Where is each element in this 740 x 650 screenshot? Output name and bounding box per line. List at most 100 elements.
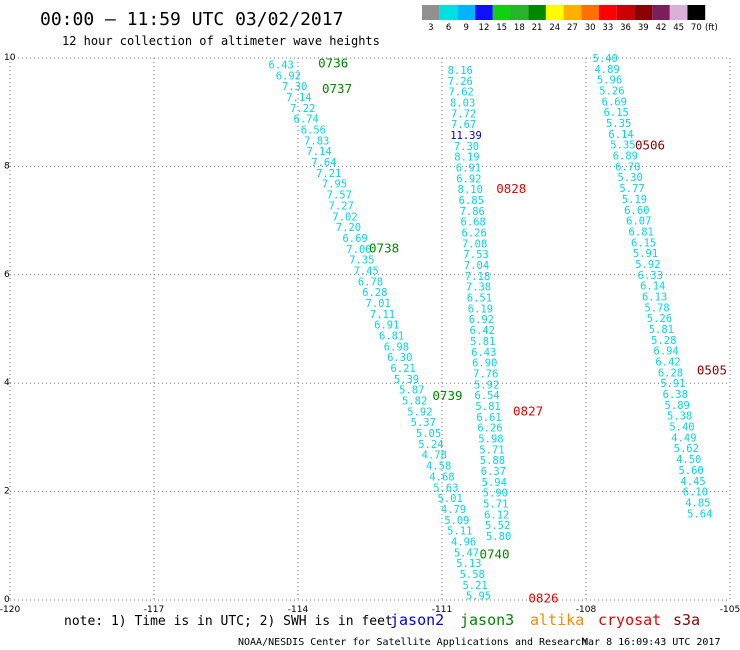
data-point: 5.40: [669, 422, 694, 434]
data-point: 5.81: [475, 401, 500, 413]
data-point: 7.18: [465, 271, 490, 283]
grid: [9, 57, 731, 601]
y-tick-label: 10: [4, 53, 16, 63]
data-point: 5.24: [418, 439, 443, 451]
data-point: 6.89: [613, 151, 638, 163]
data-point: 5.94: [482, 477, 507, 489]
data-point: 11.39: [450, 130, 482, 142]
data-point: 5.77: [619, 183, 644, 195]
data-point: 7.45: [354, 265, 379, 277]
legend-label: 33: [602, 23, 613, 33]
data-point: 7.62: [449, 87, 474, 99]
data-point: 7.21: [316, 168, 341, 180]
legend-label: 45: [673, 23, 684, 33]
data-point: 5.52: [485, 520, 510, 532]
data-point: 6.43: [269, 60, 294, 72]
data-point: 5.26: [599, 86, 624, 98]
data-point: 5.98: [478, 433, 503, 445]
legend-swatch: [616, 5, 635, 20]
data-point: 6.92: [456, 173, 481, 185]
data-point: 5.01: [438, 493, 463, 505]
data-point: 7.20: [336, 222, 361, 234]
data-point: 7.30: [454, 141, 479, 153]
data-point: 6.43: [471, 347, 496, 359]
legend-swatch: [687, 5, 706, 20]
data-point: 4.85: [685, 497, 710, 509]
x-tick-label: -108: [576, 605, 597, 615]
data-point: 5.38: [667, 411, 692, 423]
data-point: 7.11: [370, 309, 395, 321]
data-point: 7.67: [451, 119, 476, 131]
x-tick-label: -105: [720, 605, 740, 615]
data-point: 6.21: [390, 363, 415, 375]
data-point: 5.63: [433, 482, 458, 494]
data-point: 6.81: [629, 226, 654, 238]
data-point: 5.09: [444, 515, 469, 527]
data-point: 4.68: [429, 471, 454, 483]
y-tick-label: 0: [4, 595, 10, 605]
x-tick-label: -120: [0, 605, 20, 615]
legend-swatch: [563, 5, 582, 20]
data-point: 6.92: [276, 70, 301, 82]
time-label: 0827: [513, 403, 543, 418]
data-point: 6.12: [484, 509, 509, 521]
time-labels: 0736 0737 0738 0739 0740 0828 0827 0826 0506 0505…: [318, 55, 727, 605]
data-point: 5.87: [399, 385, 424, 397]
data-point: 6.90: [472, 358, 497, 370]
time-label: 0738: [369, 241, 399, 256]
data-point: 5.89: [665, 400, 690, 412]
time-label: 0506: [635, 138, 665, 153]
data-point: 5.92: [407, 406, 432, 418]
legend-swatch: [457, 5, 476, 20]
data-point: 6.26: [462, 228, 487, 240]
data-point: 5.13: [456, 558, 481, 570]
data-point: 7.57: [327, 190, 352, 202]
y-tick-label: 8: [4, 161, 10, 171]
data-point: 8.19: [454, 152, 479, 164]
legend-label: 30: [585, 23, 596, 33]
data-point: 5.05: [416, 428, 441, 440]
data-point: 6.30: [387, 352, 412, 364]
data-point: 6.28: [658, 367, 683, 379]
data-point: 6.94: [654, 346, 679, 358]
legend-swatch: [439, 5, 458, 20]
footer-credit: NOAA/NESDIS Center for Satellite Applica…: [238, 637, 587, 648]
time-label: 0828: [496, 181, 526, 196]
data-point: 6.33: [638, 270, 663, 282]
data-point: 7.14: [286, 92, 311, 104]
data-point: 5.81: [649, 324, 674, 336]
legend-swatch: [652, 5, 670, 20]
legend-swatch: [669, 5, 688, 20]
time-label: 0826: [528, 590, 558, 605]
legend-label: 12: [479, 23, 490, 33]
data-point: 5.80: [486, 531, 511, 543]
footer-generated: Mar 8 16:09:43 UTC 2017: [582, 637, 720, 648]
data-point: 5.95: [466, 591, 491, 603]
data-point: 5.91: [633, 248, 658, 260]
data-point: 7.26: [448, 76, 473, 88]
data-point: 6.78: [358, 276, 383, 288]
data-point: 6.91: [374, 320, 399, 332]
data-point: 5.96: [597, 75, 622, 87]
chart-title: 00:00 – 11:59 UTC 03/02/2017: [40, 9, 343, 30]
data-point: 4.49: [671, 432, 696, 444]
data-point: 7.01: [366, 298, 391, 310]
legend-label: 9: [464, 23, 469, 33]
legend-swatch: [492, 5, 511, 20]
data-point: 4.58: [426, 461, 451, 473]
data-point: 6.10: [683, 487, 708, 499]
data-point: 4.89: [594, 64, 619, 76]
data-point: 5.60: [678, 465, 703, 477]
data-point: 7.86: [460, 206, 485, 218]
data-point: 6.56: [301, 125, 326, 137]
satellite-label-altika: altika: [530, 611, 584, 629]
data-point: 6.91: [456, 162, 481, 174]
data-point: 6.68: [461, 217, 486, 229]
data-point: 7.83: [304, 135, 329, 147]
data-point: 8.16: [448, 65, 473, 77]
data-point: 5.78: [644, 302, 669, 314]
data-point: 5.26: [647, 313, 672, 325]
data-point: 5.35: [606, 118, 631, 130]
data-point: 8.10: [458, 184, 483, 196]
data-point: 6.69: [602, 96, 627, 108]
